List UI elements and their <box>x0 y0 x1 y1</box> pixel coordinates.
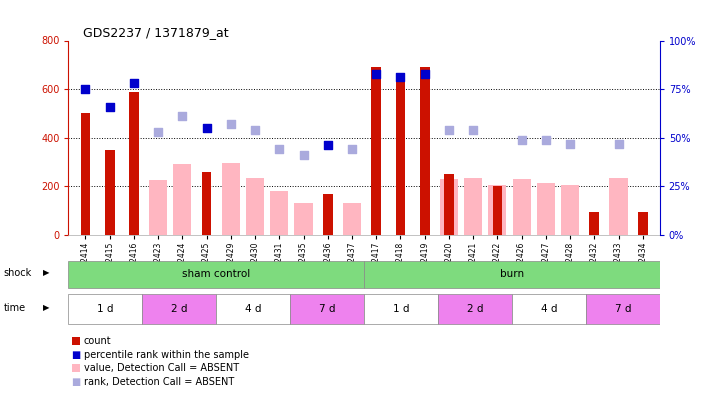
Bar <box>585 294 660 324</box>
Bar <box>440 179 458 235</box>
Text: 2 d: 2 d <box>466 304 483 314</box>
Bar <box>129 92 138 235</box>
Bar <box>173 164 192 235</box>
Point <box>516 136 527 143</box>
Text: ▶: ▶ <box>43 303 50 312</box>
Point <box>80 86 92 92</box>
Text: count: count <box>84 337 111 346</box>
Point <box>104 103 115 110</box>
Bar <box>68 294 143 324</box>
Bar <box>270 191 288 235</box>
Bar <box>512 294 585 324</box>
Point <box>419 70 430 77</box>
Point <box>152 129 164 135</box>
Point <box>201 125 213 131</box>
Bar <box>323 194 332 235</box>
Bar <box>294 203 313 235</box>
Bar <box>371 67 381 235</box>
Bar <box>561 185 579 235</box>
Bar <box>590 212 599 235</box>
Point <box>225 121 236 127</box>
Bar <box>202 172 211 235</box>
Text: time: time <box>4 303 26 313</box>
Bar <box>364 261 660 288</box>
Bar <box>513 179 531 235</box>
Point <box>322 142 334 149</box>
Bar <box>420 67 430 235</box>
Text: rank, Detection Call = ABSENT: rank, Detection Call = ABSENT <box>84 377 234 386</box>
Text: 2 d: 2 d <box>171 304 187 314</box>
Text: ▶: ▶ <box>43 269 50 277</box>
Point <box>443 127 455 133</box>
Text: shock: shock <box>4 268 32 278</box>
Bar <box>444 174 454 235</box>
Bar <box>492 186 503 235</box>
Bar <box>464 178 482 235</box>
Point <box>177 113 188 119</box>
Bar <box>343 203 361 235</box>
Text: value, Detection Call = ABSENT: value, Detection Call = ABSENT <box>84 363 239 373</box>
Bar <box>68 261 364 288</box>
Point <box>346 146 358 153</box>
Text: sham control: sham control <box>182 269 250 279</box>
Text: ■: ■ <box>71 377 81 386</box>
Text: 1 d: 1 d <box>393 304 410 314</box>
Point <box>371 70 382 77</box>
Text: GDS2237 / 1371879_at: GDS2237 / 1371879_at <box>83 26 229 39</box>
Bar <box>149 180 167 235</box>
Point <box>540 136 552 143</box>
Text: percentile rank within the sample: percentile rank within the sample <box>84 350 249 360</box>
Point <box>613 140 624 147</box>
Bar <box>396 77 405 235</box>
Text: 1 d: 1 d <box>97 304 114 314</box>
Text: 7 d: 7 d <box>319 304 335 314</box>
Text: 7 d: 7 d <box>614 304 631 314</box>
Point <box>128 80 140 87</box>
Bar <box>143 294 216 324</box>
Bar <box>488 185 506 235</box>
Bar <box>638 212 647 235</box>
Point <box>298 152 309 158</box>
Bar <box>81 113 90 235</box>
Text: 4 d: 4 d <box>245 304 262 314</box>
Bar <box>290 294 364 324</box>
Point <box>394 74 406 81</box>
Bar <box>364 294 438 324</box>
Text: burn: burn <box>500 269 524 279</box>
Point <box>565 140 576 147</box>
Point <box>249 127 261 133</box>
Bar <box>105 150 115 235</box>
Point <box>273 146 285 153</box>
Text: ■: ■ <box>71 350 81 360</box>
Bar <box>222 163 240 235</box>
Bar <box>609 178 627 235</box>
Bar <box>216 294 290 324</box>
Point <box>467 127 479 133</box>
Text: 4 d: 4 d <box>541 304 557 314</box>
Bar <box>246 178 264 235</box>
Bar <box>438 294 512 324</box>
Bar <box>536 183 555 235</box>
